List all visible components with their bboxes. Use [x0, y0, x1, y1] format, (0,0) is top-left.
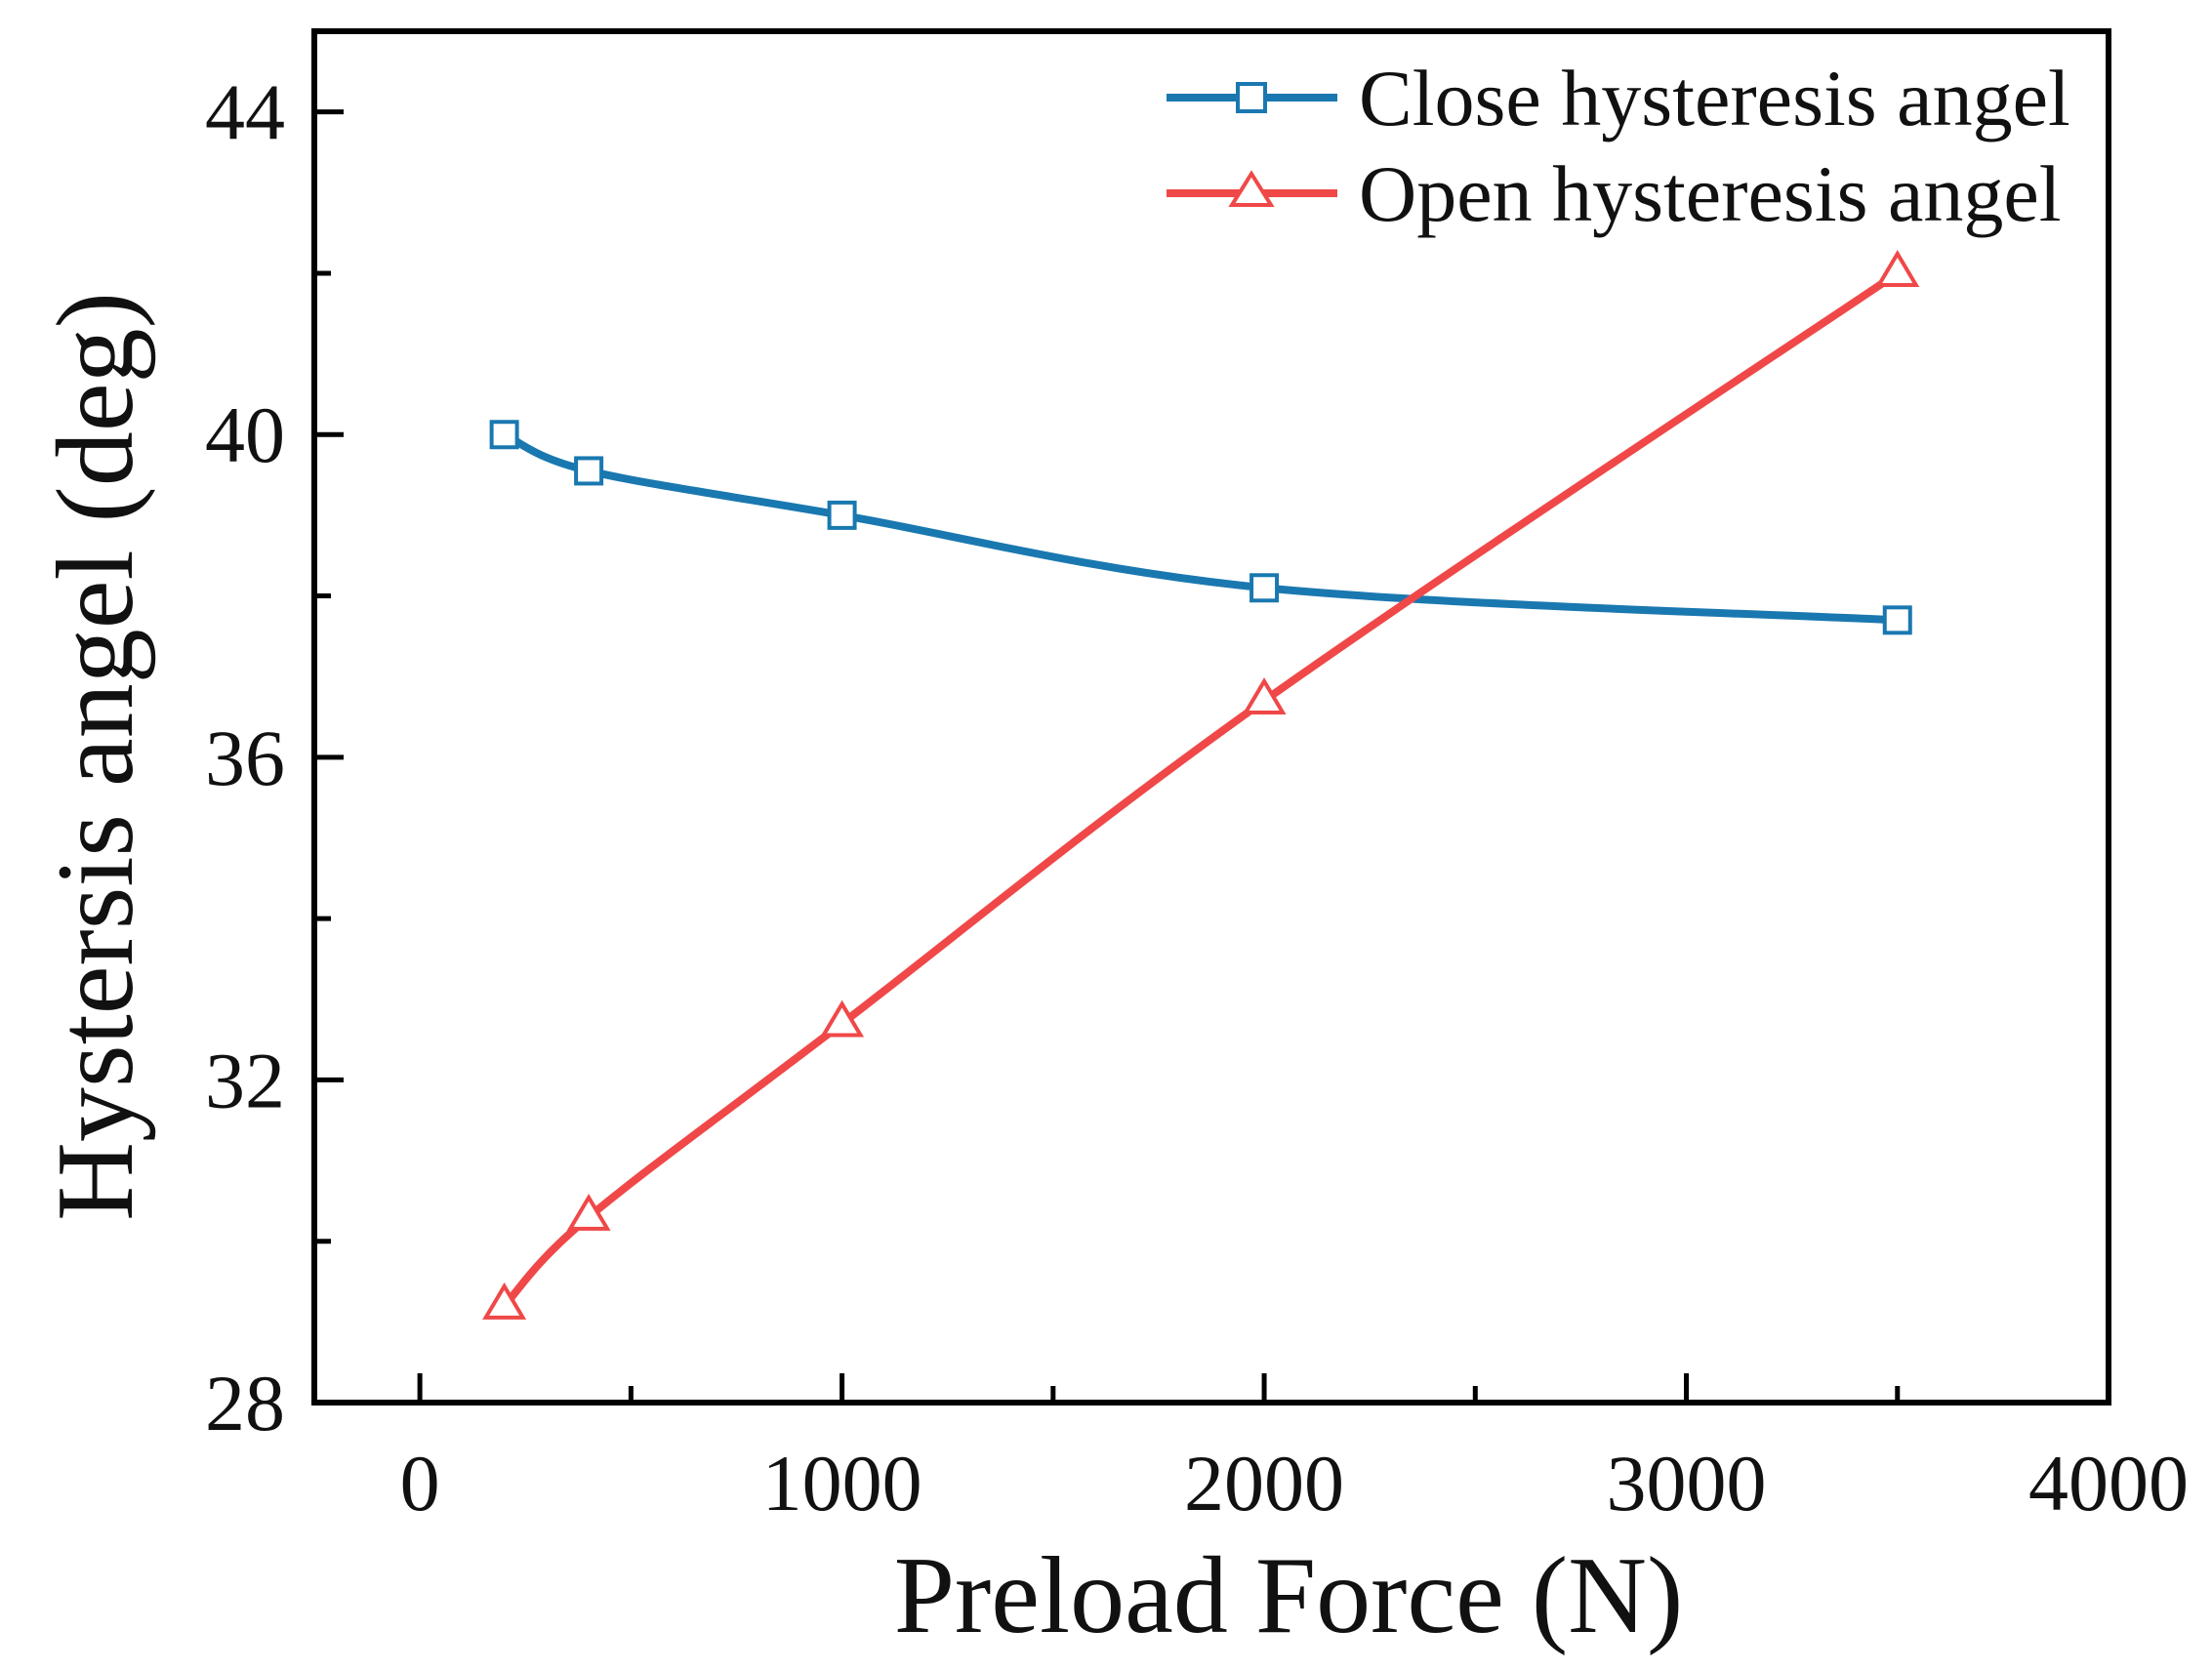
legend-label-open: Open hysteresis angel — [1359, 149, 2062, 238]
x-tick-label: 2000 — [1184, 1439, 1344, 1528]
plot-area — [311, 28, 2111, 1406]
x-tick-label: 1000 — [762, 1439, 922, 1528]
y-tick-label: 40 — [205, 390, 285, 479]
series-layer — [482, 250, 1920, 1320]
close-point-2 — [827, 500, 857, 530]
open-point-3 — [1242, 677, 1287, 714]
legend-label-close: Close hysteresis angel — [1359, 54, 2070, 143]
y-tick-label: 28 — [205, 1359, 285, 1447]
legend-entry-close: Close hysteresis angel — [1167, 54, 2070, 143]
legend-marker-close — [1236, 82, 1267, 113]
open-point-0 — [482, 1282, 527, 1320]
close-point-1 — [574, 456, 604, 486]
legend-marker-open — [1228, 170, 1275, 207]
x-axis-ticks: 0 1000 2000 3000 4000 — [400, 1373, 2189, 1528]
y-tick-label: 32 — [205, 1036, 285, 1124]
x-tick-label: 0 — [400, 1439, 440, 1528]
y-tick-label: 44 — [205, 68, 285, 157]
x-tick-label: 4000 — [2028, 1439, 2189, 1528]
legend-entry-open: Open hysteresis angel — [1167, 149, 2062, 238]
legend: Close hysteresis angel Open hysteresis a… — [1167, 54, 2070, 238]
close-point-4 — [1882, 605, 1912, 635]
y-axis-ticks: 28 32 36 40 44 — [205, 68, 344, 1447]
open-point-4 — [1875, 250, 1920, 287]
y-axis-title: Hystersis angel (deg) — [35, 292, 156, 1221]
x-axis-title: Preload Force (N) — [894, 1535, 1684, 1656]
close-point-3 — [1249, 573, 1280, 603]
open-point-2 — [820, 999, 865, 1038]
y-tick-label: 36 — [205, 713, 285, 802]
open-point-1 — [566, 1193, 611, 1231]
close-point-0 — [489, 420, 519, 450]
x-tick-label: 3000 — [1607, 1439, 1767, 1528]
